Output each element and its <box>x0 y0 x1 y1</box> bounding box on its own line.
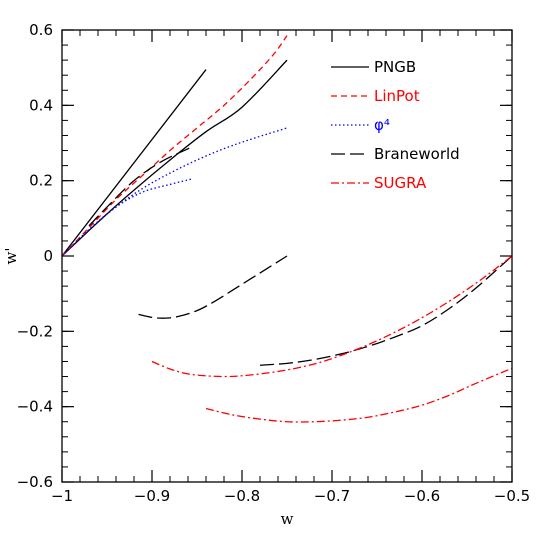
y-tick-label: −0.2 <box>17 322 53 340</box>
x-axis-label: w <box>281 510 294 528</box>
legend-label: LinPot <box>374 87 420 105</box>
legend-label: PNGB <box>374 58 416 76</box>
x-tick-label: −1 <box>51 487 73 505</box>
legend-label: Braneworld <box>374 145 460 163</box>
legend: PNGB LinPot φ⁴ Braneworld SUGRA <box>331 58 460 192</box>
y-tick-label: 0 <box>43 247 53 265</box>
x-tick-label: −0.5 <box>494 487 530 505</box>
y-tick-label: −0.6 <box>17 473 53 491</box>
plot-frame <box>61 29 513 483</box>
x-tick-label: −0.8 <box>224 487 260 505</box>
y-tick-label: 0.4 <box>29 96 53 114</box>
series-curve-2-1 <box>61 178 193 257</box>
series-curve-2-0 <box>61 127 288 257</box>
series-curve-3-0 <box>138 255 288 319</box>
series-curve-4-0 <box>151 255 513 378</box>
y-axis-label: w' <box>2 248 20 265</box>
series-curves <box>61 35 513 423</box>
series-curve-1-0 <box>61 35 288 257</box>
series-curve-0-0 <box>61 69 207 257</box>
y-tick-label: 0.2 <box>29 172 53 190</box>
legend-label: SUGRA <box>374 174 427 192</box>
series-curve-3-1 <box>259 255 513 366</box>
series-curve-4-1 <box>205 367 513 423</box>
x-tick-label: −0.7 <box>314 487 350 505</box>
x-tick-label: −0.6 <box>404 487 440 505</box>
x-tick-label: −0.9 <box>134 487 170 505</box>
legend-label: φ⁴ <box>374 116 390 134</box>
series-curve-0-1 <box>61 59 288 257</box>
y-tick-label: 0.6 <box>29 21 53 39</box>
y-tick-label: −0.4 <box>17 398 53 416</box>
series-curve-3-2 <box>88 146 193 227</box>
tick-labels: −1 −0.9 −0.8 −0.7 −0.6 −0.5 −0.6 −0.4 −0.2 0 0.2 0.… <box>17 21 531 505</box>
